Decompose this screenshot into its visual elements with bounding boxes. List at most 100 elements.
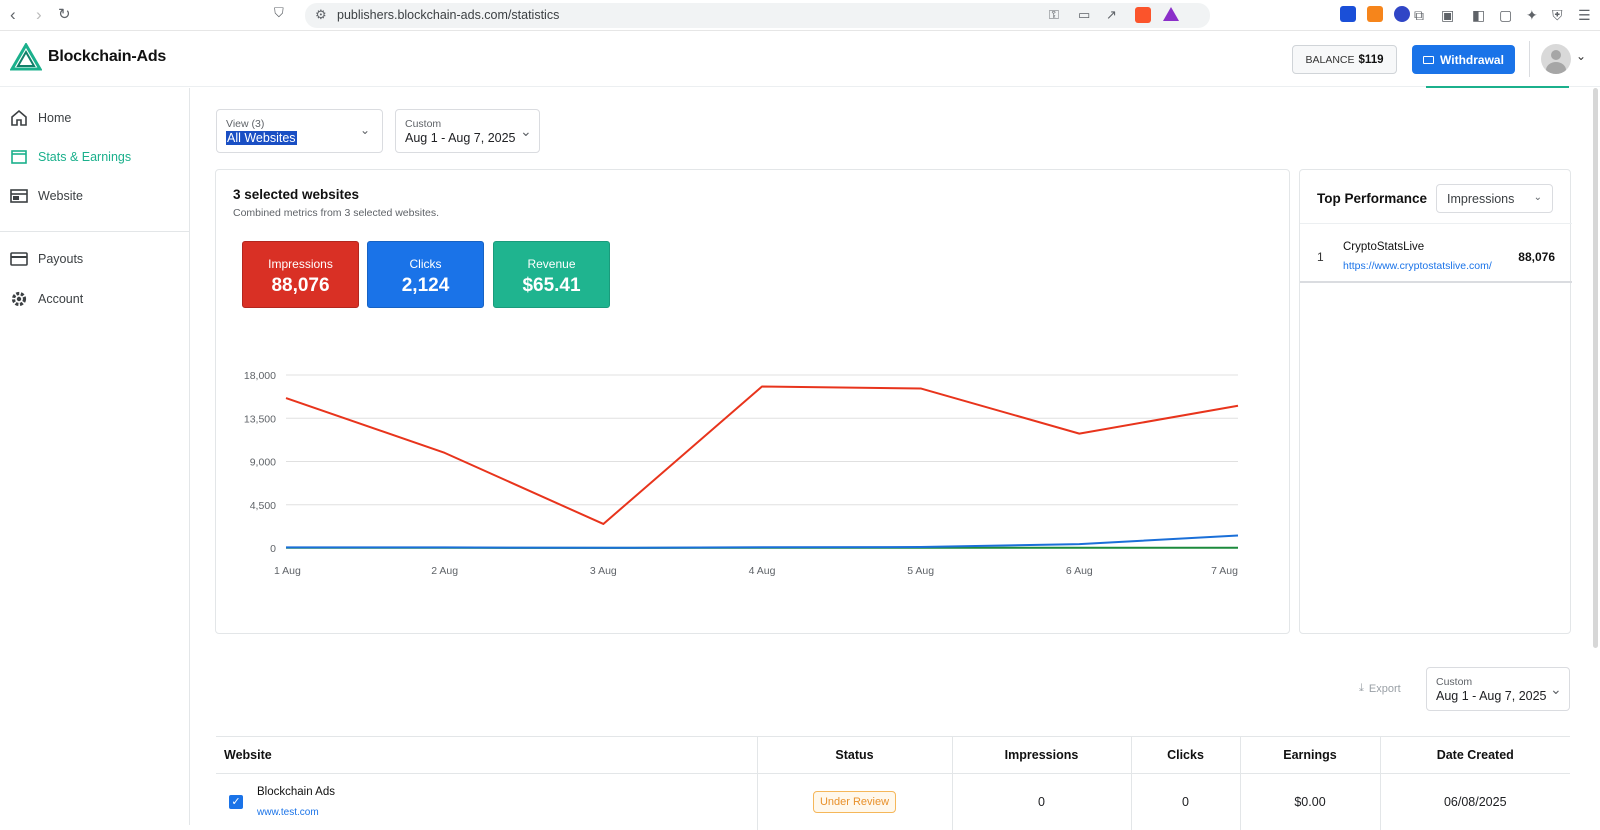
sidebar: Home Stats & Earnings Website Payouts Ac… xyxy=(0,88,190,825)
site-settings-icon[interactable]: ⚙ xyxy=(315,7,327,23)
y-tick-label: 9,000 xyxy=(250,457,276,469)
chevron-down-icon: ⌄ xyxy=(1550,681,1562,698)
extensions-icon[interactable]: ⧉ xyxy=(1414,7,1424,24)
address-bar[interactable]: ⚙ publishers.blockchain-ads.com/statisti… xyxy=(305,3,1210,28)
rank: 1 xyxy=(1317,250,1324,264)
y-tick-label: 18,000 xyxy=(244,370,276,382)
website-url-link[interactable]: www.test.com xyxy=(257,807,319,818)
website-name: Blockchain Ads xyxy=(257,786,335,798)
reload-icon[interactable]: ↻ xyxy=(58,5,71,23)
tab-indicator xyxy=(1426,86,1569,88)
x-tick-label: 7 Aug xyxy=(1211,565,1238,577)
date-value: Aug 1 - Aug 7, 2025 xyxy=(1436,689,1547,703)
brand-logo[interactable]: Blockchain-Ads xyxy=(10,43,166,71)
row-checkbox[interactable]: ✓ xyxy=(229,795,243,809)
status-cell: Under Review xyxy=(757,774,952,830)
leo-icon[interactable]: ✦ xyxy=(1526,7,1538,24)
withdrawal-button[interactable]: Withdrawal xyxy=(1412,45,1515,74)
column-header[interactable]: Date Created xyxy=(1380,737,1570,774)
view-label: View (3) xyxy=(226,118,264,130)
bitwarden-icon[interactable] xyxy=(1340,6,1356,22)
wallet-icon[interactable]: ▢ xyxy=(1499,7,1512,24)
sidebar-toggle-icon[interactable]: ◧ xyxy=(1472,7,1485,24)
view-value: All Websites xyxy=(226,131,297,145)
sidebar-item-label: Account xyxy=(38,292,83,306)
y-tick-label: 4,500 xyxy=(250,500,276,512)
app-header: Blockchain-Ads BALANCE $119 Withdrawal ⌄ xyxy=(0,31,1600,87)
column-header[interactable]: Clicks xyxy=(1131,737,1240,774)
sidebar-item-label: Website xyxy=(38,189,83,203)
metamask-icon[interactable] xyxy=(1367,6,1383,22)
header-divider xyxy=(1529,41,1530,77)
x-tick-label: 2 Aug xyxy=(431,565,458,577)
top-performance-card: Top Performance Impressions ⌄ 1 CryptoSt… xyxy=(1299,169,1571,634)
chevron-down-icon: ⌄ xyxy=(520,123,532,140)
back-icon[interactable]: ‹ xyxy=(10,5,16,25)
sidebar-item-payouts[interactable]: Payouts xyxy=(10,247,83,271)
export-button[interactable]: ⤓ Export xyxy=(1359,682,1401,695)
balance-value: $119 xyxy=(1359,54,1384,66)
sidebar-item-stats[interactable]: Stats & Earnings xyxy=(10,145,131,169)
table-header-row: Website Status Impressions Clicks Earnin… xyxy=(216,737,1570,774)
brave-rewards-icon[interactable] xyxy=(1163,7,1179,21)
site-name: CryptoStatsLive xyxy=(1343,241,1424,253)
earnings-cell: $0.00 xyxy=(1240,774,1380,830)
websites-table: Website Status Impressions Clicks Earnin… xyxy=(216,736,1570,830)
date-label: Custom xyxy=(1436,676,1472,688)
url-text[interactable]: publishers.blockchain-ads.com/statistics xyxy=(337,8,559,22)
y-tick-label: 13,500 xyxy=(244,413,276,425)
gear-icon xyxy=(10,290,28,308)
share-icon[interactable]: ↗ xyxy=(1106,7,1117,23)
series-line-impressions xyxy=(286,387,1238,524)
brave-shield-icon[interactable] xyxy=(1135,7,1151,23)
balance-label: BALANCE xyxy=(1306,54,1355,66)
balance-display: BALANCE $119 xyxy=(1292,45,1397,74)
table-row[interactable]: ✓ Blockchain Ads www.test.com Under Revi… xyxy=(216,774,1570,830)
sidebar-item-account[interactable]: Account xyxy=(10,287,83,311)
clicks-cell: 0 xyxy=(1131,774,1240,830)
site-value: 88,076 xyxy=(1518,250,1555,264)
metric-select-value: Impressions xyxy=(1447,192,1514,206)
top-performance-title: Top Performance xyxy=(1317,191,1427,206)
brand-name: Blockchain-Ads xyxy=(48,48,166,66)
page-scrollbar[interactable] xyxy=(1593,88,1598,648)
sidebar-divider xyxy=(0,231,190,232)
metric-select[interactable]: Impressions ⌄ xyxy=(1436,184,1553,213)
withdrawal-label: Withdrawal xyxy=(1440,53,1504,67)
date-label: Custom xyxy=(405,118,441,130)
chevron-down-icon: ⌄ xyxy=(1534,192,1542,203)
date-created-cell: 06/08/2025 xyxy=(1380,774,1570,830)
x-tick-label: 5 Aug xyxy=(907,565,934,577)
view-select[interactable]: View (3) All Websites ⌄ xyxy=(216,109,383,153)
column-header[interactable]: Impressions xyxy=(952,737,1131,774)
website-icon xyxy=(10,187,28,205)
forward-icon[interactable]: › xyxy=(36,5,42,25)
cash-icon xyxy=(1423,56,1434,64)
key-icon[interactable]: ⚿ xyxy=(1049,7,1059,23)
date-value: Aug 1 - Aug 7, 2025 xyxy=(405,131,516,145)
vpn-icon[interactable]: ⛨ xyxy=(1552,7,1563,24)
reader-icon[interactable]: ▣ xyxy=(1441,7,1454,24)
chevron-down-icon[interactable]: ⌄ xyxy=(1576,49,1586,63)
avatar[interactable] xyxy=(1541,44,1571,74)
top-performance-row[interactable]: 1 CryptoStatsLive https://www.cryptostat… xyxy=(1300,223,1572,283)
extension-s-icon[interactable] xyxy=(1394,6,1410,22)
date-range-select[interactable]: Custom Aug 1 - Aug 7, 2025 ⌄ xyxy=(395,109,540,153)
chevron-down-icon: ⌄ xyxy=(360,123,370,137)
column-header[interactable]: Status xyxy=(757,737,952,774)
column-header[interactable]: Earnings xyxy=(1240,737,1380,774)
sidebar-item-label: Home xyxy=(38,111,71,125)
sidebar-item-home[interactable]: Home xyxy=(10,106,71,130)
logo-icon xyxy=(10,43,42,71)
site-url-link[interactable]: https://www.cryptostatslive.com/ xyxy=(1343,260,1492,272)
series-line-clicks xyxy=(286,536,1238,548)
menu-icon[interactable]: ☰ xyxy=(1578,7,1591,24)
table-date-select[interactable]: Custom Aug 1 - Aug 7, 2025 ⌄ xyxy=(1426,667,1570,711)
sidebar-item-label: Stats & Earnings xyxy=(38,150,131,164)
sidebar-item-website[interactable]: Website xyxy=(10,184,83,208)
cast-icon[interactable]: ▭ xyxy=(1078,7,1090,23)
status-badge: Under Review xyxy=(813,791,896,813)
column-header[interactable]: Website xyxy=(216,737,757,774)
sidebar-item-label: Payouts xyxy=(38,252,83,266)
bookmark-icon[interactable]: ⛉ xyxy=(274,5,284,21)
